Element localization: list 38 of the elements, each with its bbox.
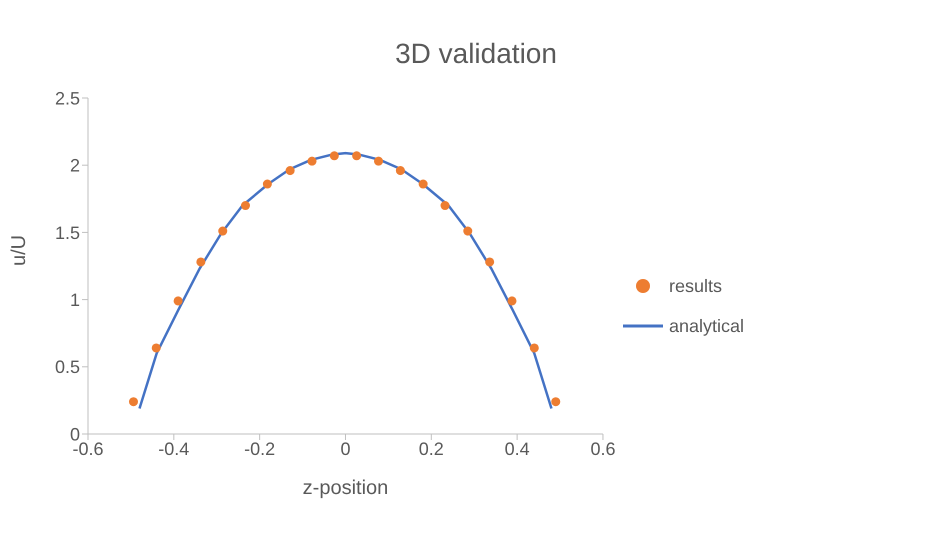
point: [507, 296, 516, 306]
point: [240, 201, 250, 210]
legend-label: analytical: [668, 316, 744, 336]
point: [218, 226, 228, 236]
point: [352, 151, 362, 160]
x-tick-label: 0: [340, 438, 350, 459]
legend-label: results: [668, 276, 722, 296]
x-tick-label: 0.2: [418, 438, 444, 459]
y-tick-label: 0: [70, 424, 80, 444]
x-axis-title: z-position: [302, 477, 388, 499]
chart-title: 3D validation: [394, 37, 558, 71]
point: [174, 296, 183, 306]
point: [128, 397, 138, 406]
x-tick-label: 0.6: [590, 438, 616, 459]
point: [418, 180, 428, 189]
point: [551, 397, 560, 406]
x-tick-label: -0.2: [244, 438, 276, 459]
y-tick-label: 1.5: [54, 222, 80, 243]
point: [330, 151, 339, 160]
point: [262, 180, 272, 189]
line-series: [138, 152, 553, 410]
y-axis-title: u/U: [8, 234, 30, 266]
y-tick-label: 2.5: [54, 88, 80, 108]
y-tick-label: 2: [70, 156, 80, 176]
point: [396, 166, 405, 176]
point: [485, 257, 494, 266]
x-tick-label: 0.4: [504, 438, 530, 459]
point: [374, 156, 384, 166]
point: [440, 201, 450, 210]
point: [307, 156, 317, 166]
point: [196, 257, 206, 266]
point: [286, 166, 295, 176]
point: [152, 343, 161, 352]
point: [530, 343, 539, 352]
y-tick-label: 1: [70, 290, 80, 310]
x-tick-label: -0.4: [158, 438, 190, 459]
y-tick-label: 0.5: [54, 357, 80, 378]
point: [463, 226, 472, 236]
